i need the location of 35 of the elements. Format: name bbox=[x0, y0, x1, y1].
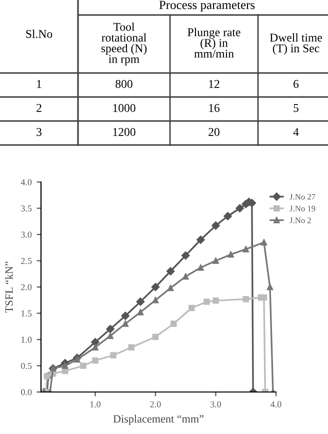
x-tick-label: 4.0 bbox=[270, 401, 282, 408]
legend-label: J.No 2 bbox=[290, 218, 311, 224]
text: 3 bbox=[36, 128, 42, 136]
y-tick-label: 3.5 bbox=[21, 205, 32, 212]
y-tick-label: 0.0 bbox=[21, 389, 32, 396]
text: 800 bbox=[116, 80, 132, 88]
x-axis-title: Displacement “mm” bbox=[113, 414, 204, 425]
text: Process parameters bbox=[159, 0, 255, 12]
y-tick-label: 3.0 bbox=[21, 232, 32, 238]
x-tick-label: 3.0 bbox=[210, 401, 222, 408]
text: 1000 bbox=[113, 104, 136, 112]
category-label: Tool rotational speed (N) in rpm bbox=[101, 22, 147, 66]
category-label: Dwell time (T) in Sec bbox=[270, 33, 322, 55]
y-tick-label: 2.5 bbox=[21, 258, 32, 264]
y-tick-label: 1.5 bbox=[21, 310, 32, 317]
text: 6 bbox=[294, 80, 299, 88]
text: 20 bbox=[208, 128, 220, 136]
legend-label: J.No 27 bbox=[290, 194, 316, 200]
y-axis-title: TSFL “kN” bbox=[5, 262, 13, 313]
y-tick-label: 2.0 bbox=[21, 284, 32, 290]
category-label: Plunge rate (R) in mm/min bbox=[188, 28, 240, 58]
y-tick-label: 1.0 bbox=[21, 336, 32, 343]
category-label: Sl.No bbox=[26, 30, 52, 38]
x-tick-label: 1.0 bbox=[90, 401, 101, 408]
text: 1 bbox=[37, 80, 42, 88]
y-tick-label: 0.5 bbox=[21, 362, 32, 370]
text: 4 bbox=[293, 128, 299, 136]
legend-label: J.No 19 bbox=[290, 206, 316, 212]
text: 5 bbox=[294, 104, 298, 112]
text: 1200 bbox=[113, 128, 136, 136]
text: 16 bbox=[209, 104, 220, 112]
x-tick-label: 2.0 bbox=[150, 401, 161, 408]
text: 2 bbox=[36, 104, 42, 112]
text: 12 bbox=[209, 80, 220, 88]
y-tick-label: 4.0 bbox=[20, 179, 32, 186]
